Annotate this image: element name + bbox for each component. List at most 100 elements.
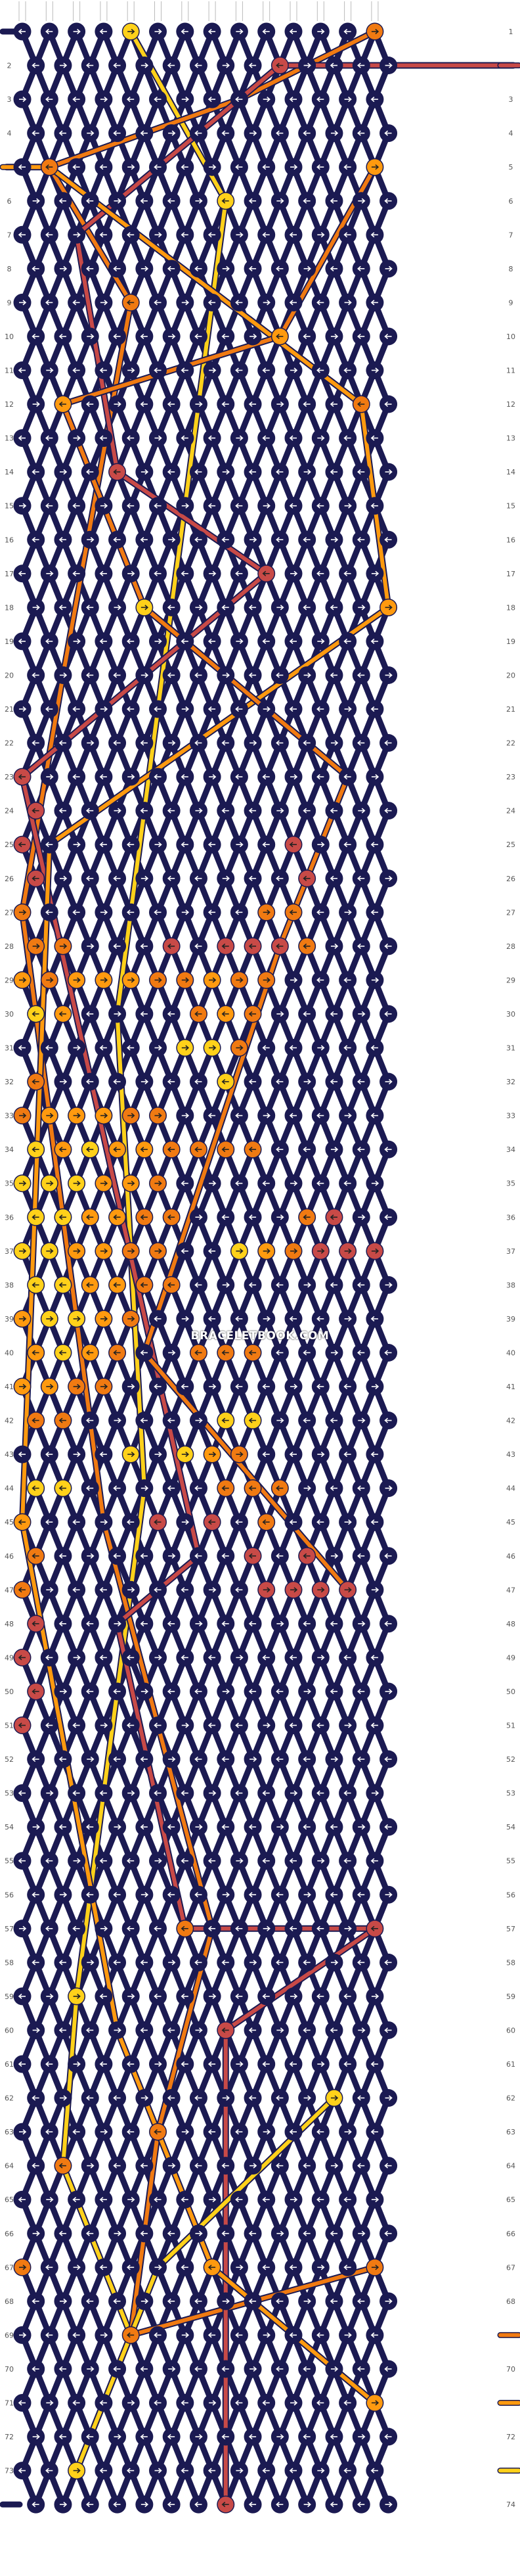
row-number-right: 63 <box>506 2128 515 2136</box>
knot <box>189 260 207 278</box>
knot <box>244 666 262 684</box>
row-number-left: 46 <box>5 1552 14 1561</box>
arrow-head-icon <box>267 300 271 306</box>
knot <box>298 802 316 820</box>
knot <box>149 1107 167 1125</box>
arrow-head-icon <box>90 537 95 543</box>
arrow-head-icon <box>72 164 77 170</box>
arrow-head-icon <box>194 265 198 271</box>
knot <box>230 632 248 651</box>
knot <box>271 1005 289 1023</box>
knot <box>366 564 384 583</box>
knot <box>379 57 398 75</box>
knot <box>352 124 370 143</box>
arrow-head-icon <box>113 333 118 340</box>
knot <box>311 1310 330 1328</box>
knot <box>108 327 127 346</box>
knot <box>339 225 357 244</box>
knot <box>162 57 181 75</box>
knot <box>149 971 167 989</box>
knot <box>298 395 316 413</box>
arrow-head-icon <box>140 198 144 204</box>
row-number-right: 26 <box>506 875 515 883</box>
row-number-right: 7 <box>509 231 513 239</box>
arrow-head-icon <box>77 28 81 35</box>
knot <box>121 564 140 583</box>
arrow-head-icon <box>316 164 320 170</box>
knot <box>217 869 235 888</box>
row-number-right: 66 <box>506 2230 515 2238</box>
arrow-head-icon <box>221 333 226 340</box>
arrow-head-icon <box>280 401 284 407</box>
knot <box>162 734 181 752</box>
arrow-head-icon <box>207 300 212 306</box>
arrow-head-icon <box>267 503 271 509</box>
arrow-head-icon <box>86 469 90 475</box>
knot <box>95 700 113 718</box>
knot <box>325 260 343 278</box>
knot <box>298 463 316 481</box>
knot <box>298 1072 316 1091</box>
knot <box>95 22 113 41</box>
row-number-right: 55 <box>506 1857 515 1866</box>
knot <box>149 497 167 515</box>
row-number-left: 52 <box>5 1755 14 1764</box>
knot <box>366 293 384 311</box>
knot <box>108 1140 127 1159</box>
knot <box>149 768 167 786</box>
arrow-head-icon <box>253 130 257 136</box>
knot <box>379 598 398 616</box>
arrow-head-icon <box>77 232 81 238</box>
knot <box>271 1140 289 1159</box>
arrow-head-icon <box>248 198 253 204</box>
knot <box>95 225 113 244</box>
knot <box>284 1107 303 1125</box>
knot <box>27 327 45 346</box>
knot <box>81 192 99 210</box>
knot <box>189 1005 207 1023</box>
row-number-right: 29 <box>506 976 515 984</box>
row-number-right: 1 <box>509 28 513 36</box>
knot <box>203 293 221 311</box>
knot <box>149 90 167 108</box>
arrow-head-icon <box>18 232 22 238</box>
arrow-head-icon <box>316 503 320 509</box>
knot <box>81 1343 99 1362</box>
knot <box>311 700 330 718</box>
knot <box>27 666 45 684</box>
knot <box>121 903 140 921</box>
knot <box>230 700 248 718</box>
knot <box>379 1140 398 1159</box>
row-number-right: 27 <box>506 908 515 917</box>
knot <box>162 1276 181 1294</box>
knot <box>13 1174 32 1193</box>
knot <box>230 158 248 176</box>
arrow-head-icon <box>167 469 171 475</box>
knot <box>230 1310 248 1328</box>
knot <box>284 1039 303 1057</box>
knot <box>203 1039 221 1057</box>
row-number-left: 68 <box>5 2297 14 2306</box>
knot <box>366 497 384 515</box>
knot <box>40 90 58 108</box>
row-number-right: 64 <box>506 2162 515 2171</box>
arrow-head-icon <box>154 367 158 373</box>
knot <box>311 90 330 108</box>
arrow-head-icon <box>86 62 90 68</box>
row-number-right: 47 <box>506 1586 515 1594</box>
arrow-head-icon <box>36 198 40 204</box>
arrow-head-icon <box>330 198 334 204</box>
arrow-head-icon <box>262 435 267 441</box>
knot <box>121 1107 140 1125</box>
row-number-right: 74 <box>506 2500 515 2509</box>
knot <box>311 22 330 41</box>
row-number-left: 58 <box>5 1958 14 1967</box>
knot <box>68 225 86 244</box>
knot <box>95 768 113 786</box>
knot <box>27 869 45 888</box>
knot <box>121 1039 140 1057</box>
knot <box>203 497 221 515</box>
knot <box>189 1208 207 1226</box>
